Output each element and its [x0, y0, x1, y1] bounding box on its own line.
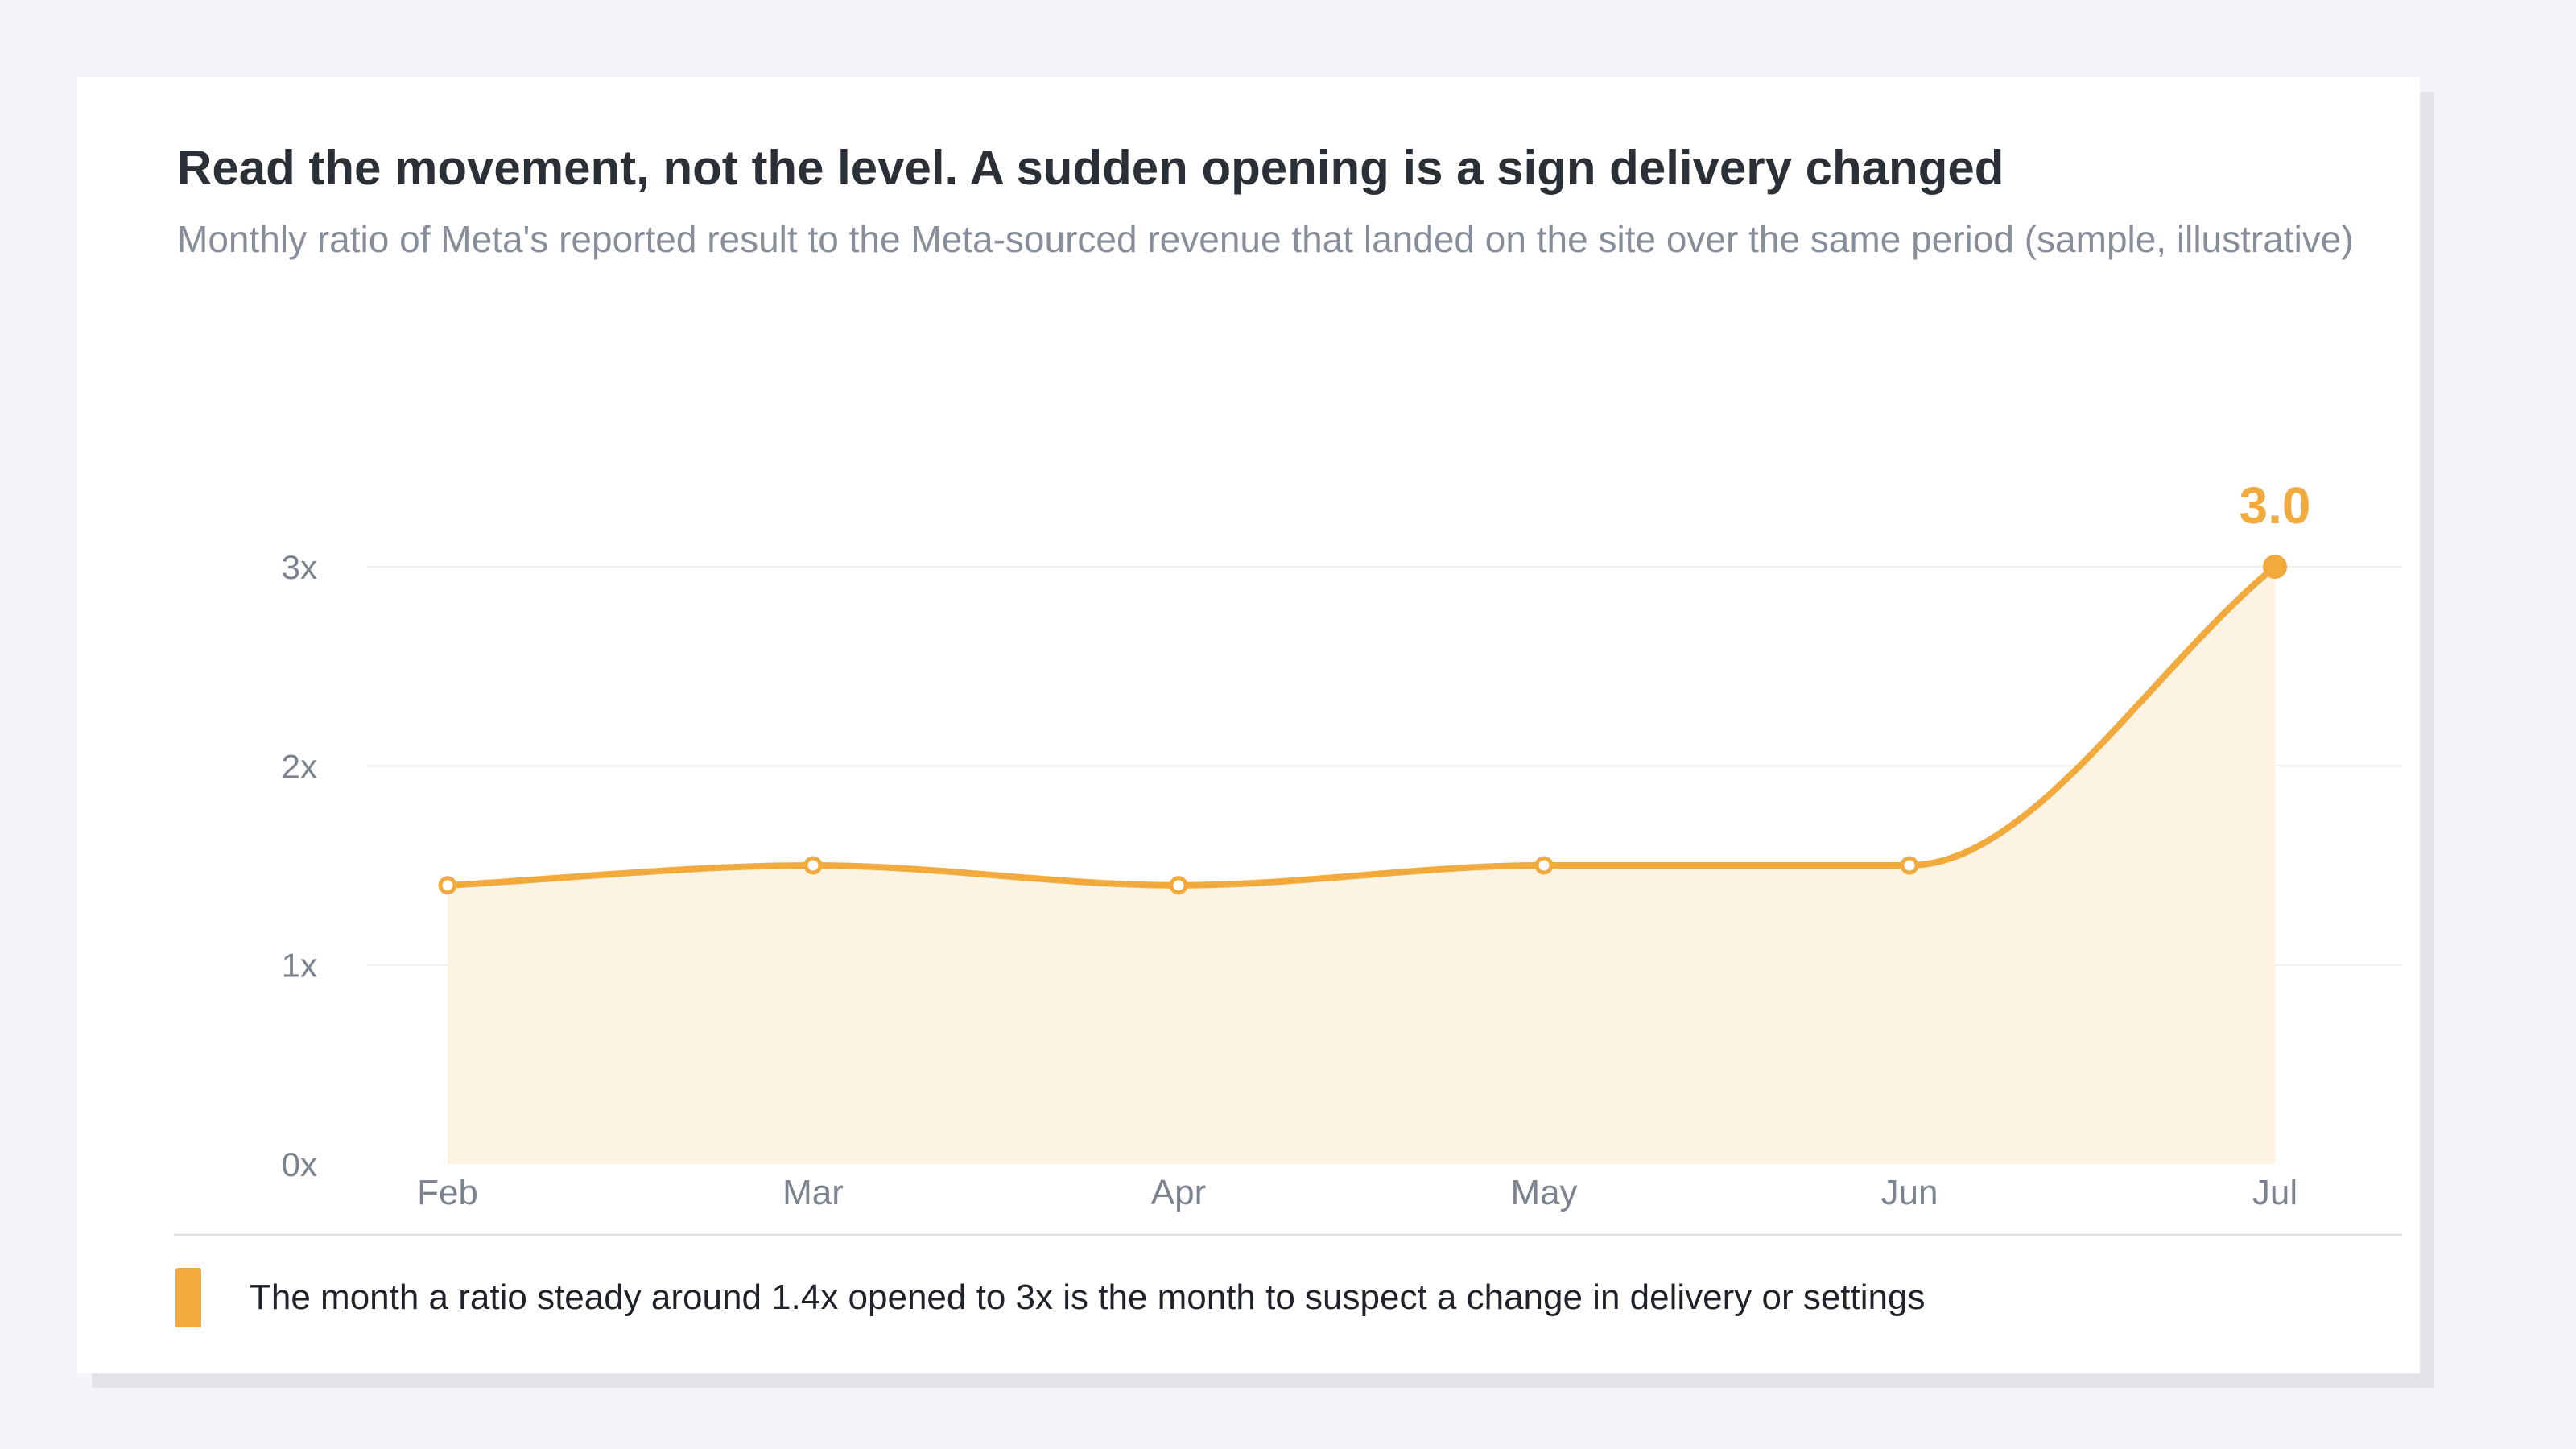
chart-legend: The month a ratio steady around 1.4x ope… [175, 1265, 1925, 1330]
data-point [438, 876, 457, 895]
data-label-highlight: 3.0 [2240, 477, 2311, 535]
x-tick-label: May [1510, 1173, 1577, 1212]
legend-swatch [175, 1268, 201, 1327]
series-line [444, 564, 2278, 889]
x-tick-label: Apr [1151, 1173, 1206, 1212]
data-point-highlight [2263, 555, 2287, 579]
legend-text: The month a ratio steady around 1.4x ope… [250, 1278, 1926, 1317]
chart-title: Read the movement, not the level. A sudd… [177, 141, 2004, 195]
chart-card: Read the movement, not the level. A sudd… [77, 77, 2420, 1373]
chart-subtitle: Monthly ratio of Meta's reported result … [177, 218, 2354, 260]
x-tick-label: Mar [782, 1173, 844, 1212]
data-point [1900, 856, 1919, 875]
x-tick-label: Jul [2252, 1173, 2297, 1212]
area-fill [448, 567, 2275, 1164]
y-tick-label: 2x [282, 747, 317, 785]
x-tick-label: Jun [1881, 1173, 1938, 1212]
y-tick-label: 0x [282, 1146, 317, 1183]
y-tick-label: 1x [282, 947, 317, 985]
x-tick-label: Feb [417, 1173, 478, 1212]
data-point [1169, 876, 1188, 895]
line-chart: 0x 1x 2x 3x 3.0 Feb Mar Apr May Jun Jul [174, 477, 2402, 1236]
data-point [803, 856, 823, 875]
y-tick-label: 3x [282, 548, 317, 586]
data-point [1534, 856, 1554, 875]
